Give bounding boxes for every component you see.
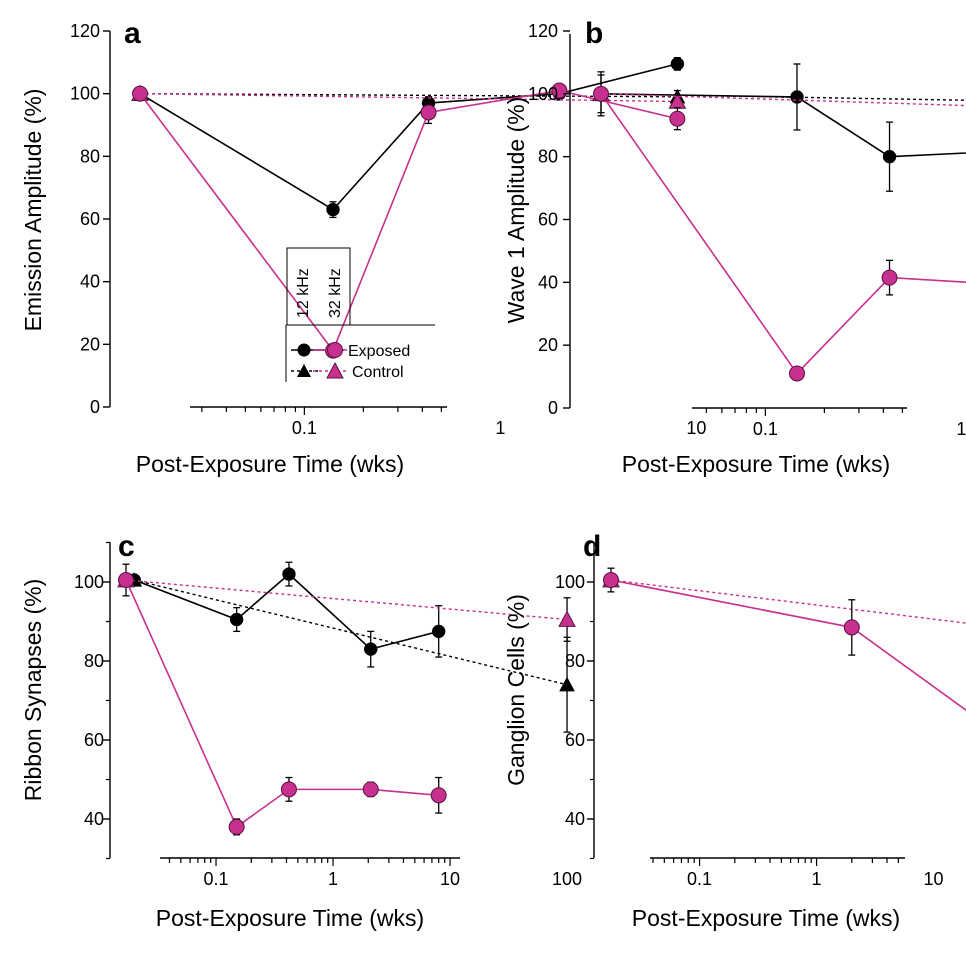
- legend: 12 kHz 32 kHz Exposed Control: [285, 247, 435, 382]
- y-tick-label: 40: [538, 272, 558, 292]
- x-tick-label: 1: [812, 869, 822, 889]
- data-point: [789, 365, 805, 382]
- y-tick-label: 100: [528, 84, 558, 104]
- y-tick-label: 80: [84, 651, 104, 671]
- y-tick-label: 0: [90, 397, 100, 417]
- y-axis-title-a: Emission Amplitude (%): [20, 89, 46, 332]
- series-line: [134, 579, 568, 686]
- x-tick-label: 0.1: [204, 869, 229, 889]
- chart-panel-d: 40 60 80 100 0.1 1 10 100: [555, 541, 966, 889]
- x-tick-label: 10: [686, 418, 706, 438]
- y-tick-label: 20: [538, 335, 558, 355]
- series-12-khz-control: [593, 74, 966, 114]
- series-12-khz-exposed: [127, 561, 446, 668]
- panel-label-b: b: [585, 17, 603, 50]
- chart-panel-b: 0 20 40 60 80 100 120 0.1 1 10: [528, 21, 966, 439]
- data-point: [118, 572, 134, 589]
- data-point: [670, 57, 685, 71]
- legend-label-exposed: Exposed: [348, 343, 410, 360]
- y-tick-label: 100: [70, 84, 100, 104]
- data-point: [326, 202, 340, 217]
- y-tick-label: 120: [70, 21, 100, 41]
- panel-label-d: d: [583, 530, 601, 563]
- x-tick-label: 1: [328, 869, 338, 889]
- series-line: [139, 63, 678, 211]
- data-point: [363, 642, 378, 656]
- y-tick-label: 100: [74, 572, 104, 592]
- data-point: [228, 818, 245, 835]
- x-tick-label: 10: [440, 869, 460, 889]
- series-32-khz-control: [602, 567, 966, 624]
- x-tick-label: 10: [924, 869, 944, 889]
- series-line: [610, 579, 966, 624]
- data-point: [362, 781, 379, 798]
- legend-marker-32-exposed: [327, 342, 343, 358]
- series-line: [139, 89, 678, 353]
- series-line: [125, 579, 568, 621]
- data-point: [420, 104, 437, 121]
- x-tick-label: 1: [956, 419, 966, 439]
- y-tick-label: 100: [555, 572, 585, 592]
- y-tick-label: 40: [80, 272, 100, 292]
- x-axis-title-d: Post-Exposure Time (wks): [632, 905, 900, 931]
- x-axis-title-a: Post-Exposure Time (wks): [136, 451, 404, 477]
- data-point: [280, 781, 297, 798]
- series-32-khz-control: [592, 84, 966, 107]
- legend-label-12khz: 12 kHz: [295, 268, 312, 318]
- data-point: [431, 624, 446, 639]
- chart-panel-c: 40 60 80 100 0.1 1 10 100: [74, 541, 582, 889]
- y-tick-label: 60: [538, 210, 558, 230]
- y-tick-label: 0: [548, 398, 558, 418]
- x-tick-label: 1: [495, 418, 505, 438]
- series-32-khz-exposed: [603, 572, 966, 712]
- legend-label-32khz: 32 kHz: [327, 268, 344, 318]
- panel-label-a: a: [124, 17, 141, 50]
- y-tick-label: 60: [80, 209, 100, 229]
- data-point: [882, 149, 897, 164]
- data-point: [558, 610, 576, 627]
- legend-marker-12-control: [297, 364, 311, 377]
- y-tick-label: 80: [565, 651, 585, 671]
- series-line: [610, 579, 966, 712]
- y-axis-title-b: Wave 1 Amplitude (%): [503, 97, 529, 324]
- data-point: [881, 269, 898, 286]
- legend-marker-12-exposed: [297, 343, 311, 357]
- data-point: [229, 612, 244, 627]
- y-tick-label: 20: [80, 334, 100, 354]
- legend-label-control: Control: [352, 364, 404, 381]
- x-axis-title-c: Post-Exposure Time (wks): [156, 905, 424, 931]
- series-line: [600, 93, 966, 375]
- series-32-khz-exposed: [593, 85, 966, 382]
- data-point: [669, 110, 686, 127]
- x-tick-label: 0.1: [687, 869, 712, 889]
- series-12-khz-exposed: [594, 63, 966, 192]
- data-point: [843, 619, 860, 636]
- data-point: [282, 567, 296, 581]
- y-tick-label: 80: [538, 147, 558, 167]
- y-axis-title-d: Ganglion Cells (%): [503, 594, 529, 786]
- x-tick-label: 100: [552, 869, 582, 889]
- series-32-khz-exposed: [118, 572, 447, 836]
- data-point: [430, 787, 447, 804]
- x-tick-label: 0.1: [753, 419, 778, 439]
- y-tick-label: 40: [84, 809, 104, 829]
- y-tick-label: 60: [565, 730, 585, 750]
- y-tick-label: 120: [528, 21, 558, 41]
- data-point: [132, 85, 148, 102]
- data-point: [593, 85, 609, 102]
- panel-label-c: c: [118, 530, 135, 563]
- y-tick-label: 80: [80, 146, 100, 166]
- y-tick-label: 40: [565, 809, 585, 829]
- y-tick-label: 60: [84, 730, 104, 750]
- data-point: [603, 572, 619, 589]
- x-axis-title-b: Post-Exposure Time (wks): [622, 451, 890, 477]
- y-axis-title-c: Ribbon Synapses (%): [20, 579, 46, 801]
- x-tick-label: 0.1: [292, 418, 317, 438]
- data-point: [559, 676, 575, 692]
- legend-marker-32-control: [326, 361, 344, 379]
